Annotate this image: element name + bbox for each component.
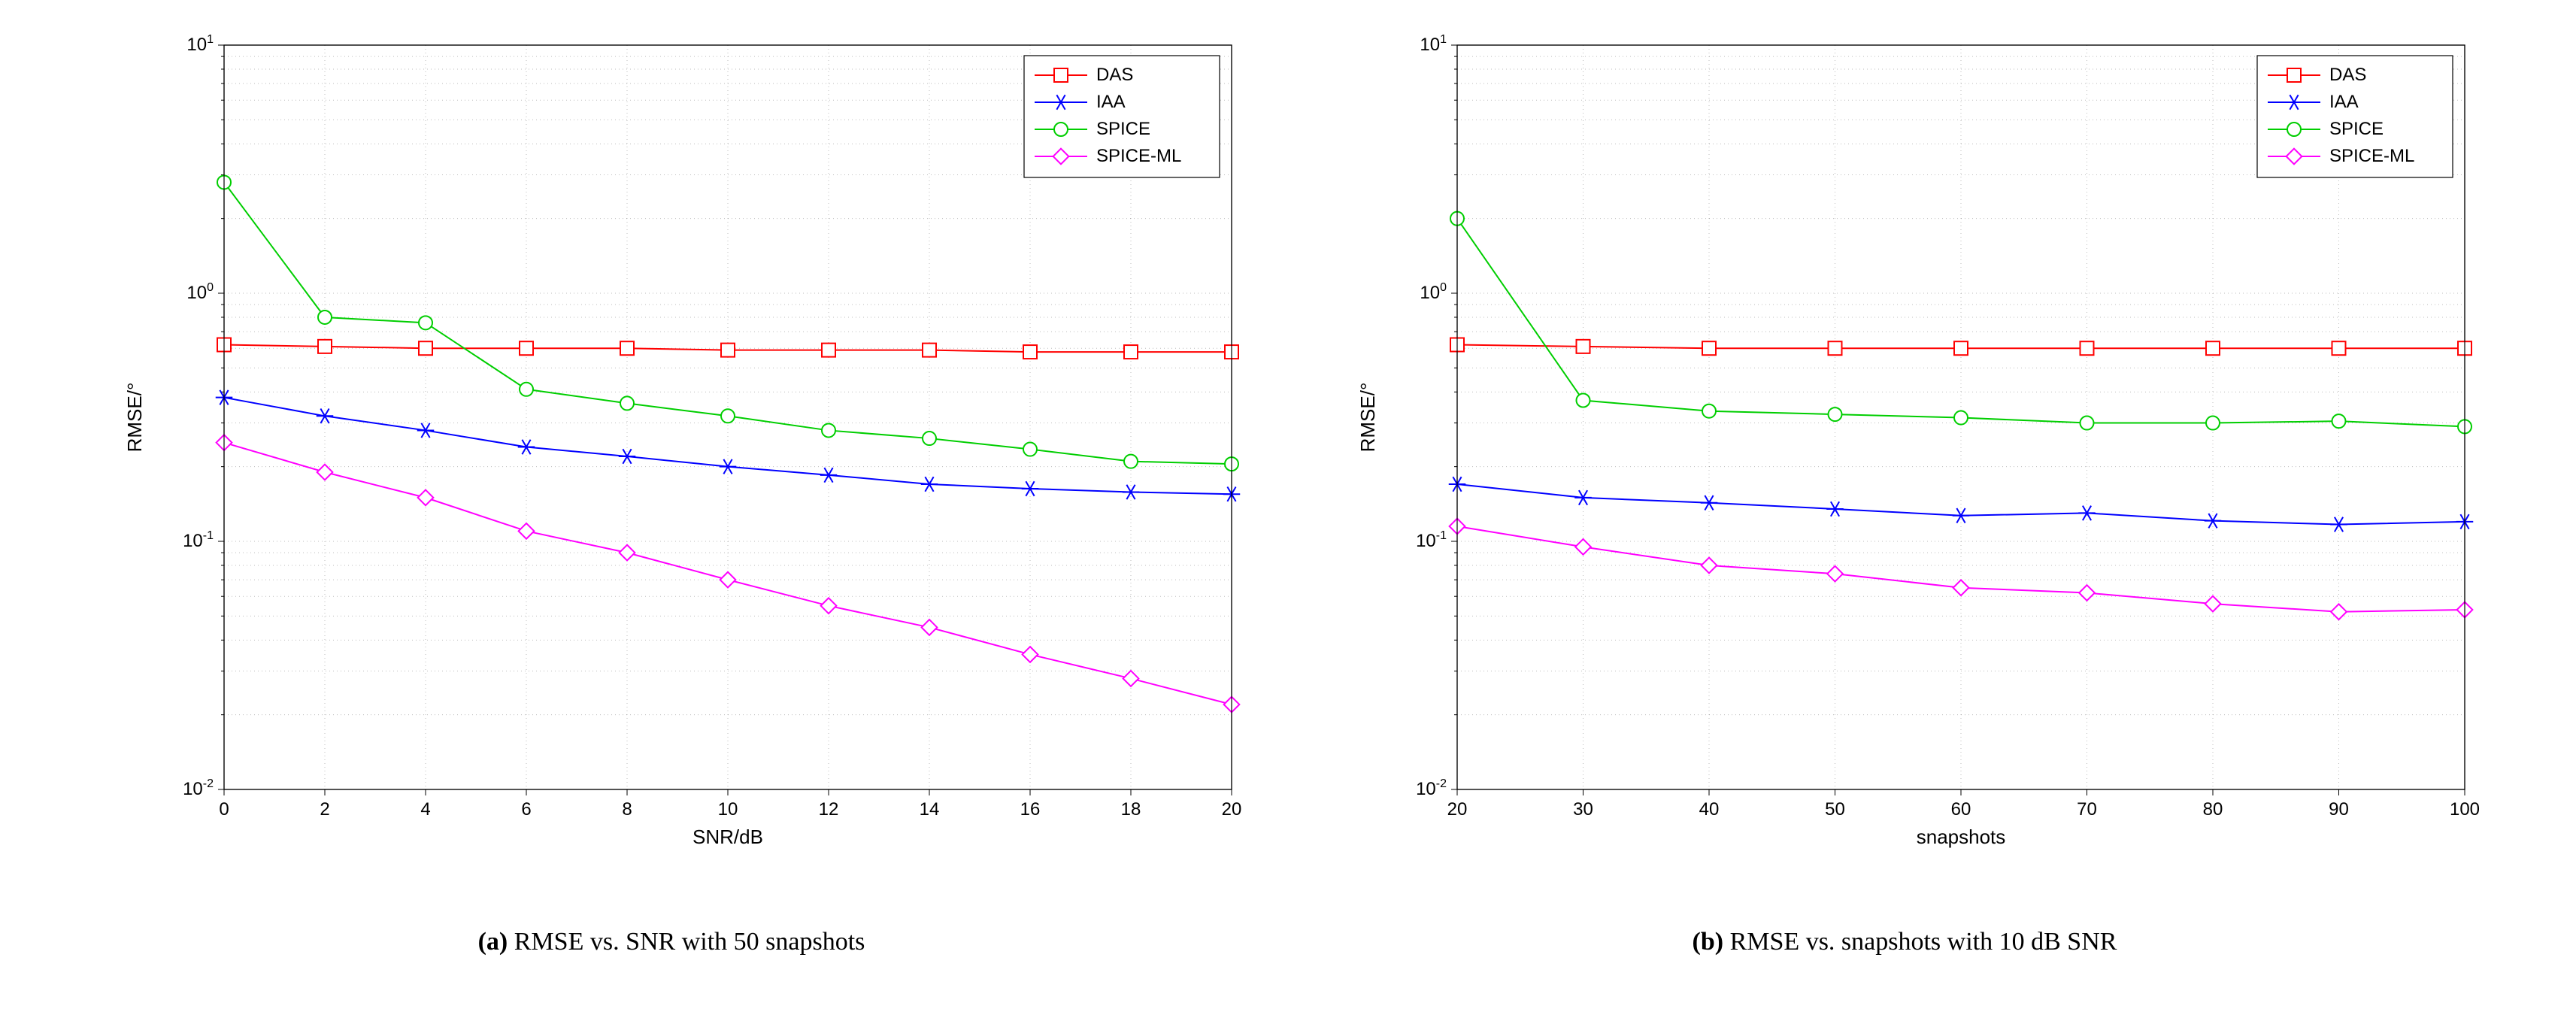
chart-b: 20 30 40 50 60 70 80 90 100 10-2 10-1 100 101 snapsho…: [1322, 15, 2487, 917]
caption-a: (a) RMSE vs. SNR with 50 snapshots: [478, 928, 865, 956]
svg-text:20: 20: [1447, 799, 1468, 820]
figure-row: 0246810121416182010-210-1100101SNR/dBRMS…: [15, 15, 2561, 956]
svg-text:RMSE/°: RMSE/°: [123, 383, 146, 453]
svg-text:SPICE-ML: SPICE-ML: [2329, 146, 2414, 166]
svg-text:100: 100: [2450, 799, 2480, 820]
svg-text:101: 101: [186, 33, 214, 55]
svg-text:70: 70: [2077, 799, 2097, 820]
chart-a: 0 2 4 6 8 10 12 14 16 18 20 10-2 10-1 100 101 SNR/dB RMS…: [89, 15, 1254, 917]
svg-text:10-2: 10-2: [183, 777, 214, 799]
caption-a-text: RMSE vs. SNR with 50 snapshots: [514, 928, 865, 956]
svg-text:20: 20: [1222, 799, 1242, 820]
panel-b: 20 30 40 50 60 70 80 90 100 10-2 10-1 100 101 snapsho…: [1322, 15, 2487, 956]
svg-text:14: 14: [920, 799, 940, 820]
legend: DAS IAA SPICE SPICE-ML: [2257, 56, 2453, 177]
svg-text:SNR/dB: SNR/dB: [692, 826, 763, 848]
svg-text:SPICE: SPICE: [2329, 119, 2384, 139]
svg-text:10: 10: [718, 799, 738, 820]
legend: DAS IAA SPICE SPICE-ML: [1024, 56, 1220, 177]
svg-text:8: 8: [622, 799, 632, 820]
svg-text:IAA: IAA: [1096, 92, 1126, 112]
svg-text:30: 30: [1573, 799, 1593, 820]
svg-text:4: 4: [420, 799, 430, 820]
svg-text:40: 40: [1699, 799, 1720, 820]
caption-b: (b) RMSE vs. snapshots with 10 dB SNR: [1693, 928, 2117, 956]
svg-text:0: 0: [219, 799, 229, 820]
svg-text:12: 12: [819, 799, 839, 820]
svg-text:RMSE/°: RMSE/°: [1356, 383, 1379, 453]
svg-text:IAA: IAA: [2329, 92, 2359, 112]
svg-text:DAS: DAS: [1096, 65, 1133, 85]
svg-text:DAS: DAS: [2329, 65, 2366, 85]
svg-text:100: 100: [1420, 281, 1447, 303]
svg-text:10-1: 10-1: [1416, 529, 1447, 551]
caption-a-letter: (a): [478, 928, 508, 956]
svg-text:6: 6: [521, 799, 531, 820]
svg-text:80: 80: [2203, 799, 2223, 820]
svg-text:90: 90: [2329, 799, 2349, 820]
svg-text:18: 18: [1121, 799, 1141, 820]
svg-text:60: 60: [1951, 799, 1971, 820]
panel-a: 0 2 4 6 8 10 12 14 16 18 20 10-2 10-1 100 101 SNR/dB RMS…: [89, 15, 1254, 956]
svg-text:SPICE: SPICE: [1096, 119, 1150, 139]
svg-text:10-1: 10-1: [183, 529, 214, 551]
svg-text:50: 50: [1825, 799, 1845, 820]
svg-text:10-2: 10-2: [1416, 777, 1447, 799]
svg-text:101: 101: [1420, 33, 1447, 55]
svg-text:2: 2: [320, 799, 329, 820]
caption-b-letter: (b): [1693, 928, 1724, 956]
caption-b-text: RMSE vs. snapshots with 10 dB SNR: [1730, 928, 2117, 956]
svg-text:SPICE-ML: SPICE-ML: [1096, 146, 1181, 166]
svg-text:16: 16: [1020, 799, 1041, 820]
svg-text:100: 100: [186, 281, 214, 303]
svg-text:snapshots: snapshots: [1917, 826, 2006, 848]
